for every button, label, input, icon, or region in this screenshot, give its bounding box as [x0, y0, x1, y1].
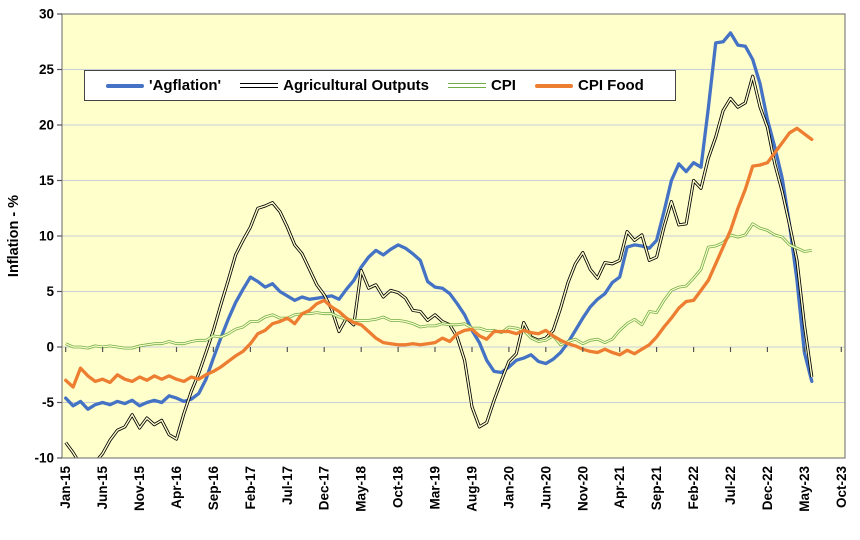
legend-item-agricultural-outputs: Agricultural Outputs: [240, 77, 429, 94]
svg-text:-5: -5: [42, 395, 54, 410]
svg-text:15: 15: [39, 173, 55, 188]
svg-text:-10: -10: [34, 451, 54, 466]
svg-text:Jan-20: Jan-20: [501, 466, 516, 509]
svg-text:Apr-16: Apr-16: [169, 466, 184, 509]
agflation-line-sample: [106, 83, 144, 88]
svg-text:0: 0: [46, 340, 54, 355]
svg-text:Mar-19: Mar-19: [428, 466, 443, 510]
cpi-line-sample: [447, 83, 486, 88]
svg-text:30: 30: [39, 7, 54, 22]
cpi-food-line-sample: [534, 83, 573, 88]
legend-label-agflation: 'Agflation': [149, 77, 222, 94]
legend-item-agflation: 'Agflation': [106, 77, 221, 94]
svg-text:Jul-22: Jul-22: [723, 466, 738, 505]
svg-text:Jan-15: Jan-15: [58, 466, 73, 509]
svg-text:20: 20: [39, 118, 54, 133]
svg-text:Nov-20: Nov-20: [575, 466, 590, 511]
svg-text:Jul-17: Jul-17: [280, 466, 295, 505]
svg-text:25: 25: [39, 62, 55, 77]
svg-text:Apr-21: Apr-21: [612, 466, 627, 509]
legend-label-cpi-food: CPI Food: [577, 77, 644, 94]
svg-text:Sep-16: Sep-16: [206, 466, 221, 511]
svg-text:Inflation - %: Inflation - %: [6, 195, 22, 277]
legend-item-cpi: CPI: [447, 77, 516, 94]
svg-text:Oct-18: Oct-18: [391, 466, 406, 509]
legend-label-agricultural-outputs: Agricultural Outputs: [283, 77, 429, 94]
agricultural-outputs-line-sample: [240, 83, 279, 88]
legend: 'Agflation' Agricultural Outputs CPI CPI…: [84, 70, 676, 101]
svg-text:Jun-20: Jun-20: [538, 466, 553, 510]
svg-text:5: 5: [46, 284, 54, 299]
svg-text:Dec-22: Dec-22: [760, 466, 775, 510]
svg-text:May-18: May-18: [354, 466, 369, 512]
svg-text:10: 10: [39, 229, 54, 244]
svg-text:Feb-22: Feb-22: [686, 466, 701, 510]
svg-text:Nov-15: Nov-15: [132, 466, 147, 512]
legend-label-cpi: CPI: [490, 77, 516, 94]
svg-text:May-23: May-23: [797, 466, 812, 512]
svg-text:Dec-17: Dec-17: [317, 466, 332, 510]
svg-text:Aug-19: Aug-19: [465, 466, 480, 512]
legend-item-cpi-food: CPI Food: [534, 77, 644, 94]
svg-text:Jun-15: Jun-15: [95, 466, 110, 510]
svg-text:Oct-23: Oct-23: [834, 466, 849, 509]
svg-text:Feb-17: Feb-17: [243, 466, 258, 510]
svg-text:Sep-21: Sep-21: [649, 466, 664, 511]
